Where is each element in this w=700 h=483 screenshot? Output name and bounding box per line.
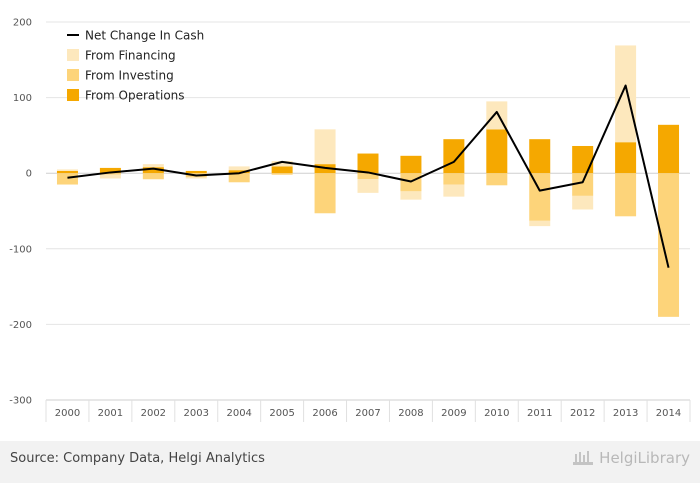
bar-from-financing [228,166,250,171]
bar-from-investing [142,173,164,180]
legend-swatch [67,49,79,61]
legend-label: From Financing [85,49,176,63]
bar-from-investing [99,173,121,175]
y-axis-ticks: 200 100 0 -100 -200 -300 [9,18,32,407]
bar-from-investing [314,173,336,214]
y-tick-label: 200 [13,18,32,29]
bar-from-operations [56,170,78,174]
y-tick-label: 100 [13,93,32,104]
x-axis-ticks: 2000 2001 2002 2003 2004 2005 2006 2007 2008 2009… [45,399,691,422]
library-icon [573,451,594,465]
bar-from-operations [572,145,594,174]
bar-from-financing [56,169,78,171]
y-tick-label: -200 [9,320,32,331]
bar-from-investing [443,173,465,185]
y-tick-label: 0 [26,169,32,180]
legend-label: From Investing [85,69,174,83]
legend: Net Change In Cash From Financing From Inv… [67,29,204,103]
bar-from-operations [142,167,164,174]
x-tick-label: 2008 [398,408,423,419]
legend-label: From Operations [85,89,185,103]
x-tick-label: 2013 [613,408,638,419]
bar-from-financing [529,220,551,227]
bar-from-financing [99,174,121,179]
bar-from-operations [99,167,121,174]
bars [56,45,680,317]
bar-from-operations [185,170,207,174]
x-tick-label: 2012 [570,408,595,419]
x-tick-label: 2014 [656,408,681,419]
x-tick-label: 2000 [55,408,80,419]
bar-from-investing [658,173,680,317]
line-net-change-in-cash [67,84,670,268]
y-tick-label: -100 [9,244,32,255]
bar-from-operations [228,170,250,174]
bar-from-financing [357,179,379,193]
bar-from-financing [615,45,637,143]
x-tick-label: 2010 [484,408,509,419]
brand-logo: HelgiLibrary [572,449,690,467]
x-tick-label: 2007 [355,408,380,419]
bar-from-financing [271,161,293,167]
bar-from-investing [615,173,637,217]
x-tick-label: 2001 [98,408,123,419]
x-tick-label: 2003 [184,408,209,419]
bar-from-operations [443,139,465,174]
bar-from-financing [185,176,207,179]
bar-from-investing [357,173,379,180]
bar-from-operations [271,166,293,174]
legend-label: Net Change In Cash [85,29,204,43]
x-tick-label: 2005 [269,408,294,419]
y-tick-label: -300 [9,396,32,407]
x-tick-label: 2002 [141,408,166,419]
net-change-line-layer [67,84,670,268]
chart: 200 100 0 -100 -200 -300 2000 2001 2002 2003 2004… [9,18,691,422]
bar-from-operations [658,124,680,174]
bar-from-investing [56,173,78,185]
bar-from-investing [486,173,508,186]
bar-from-operations [615,142,637,174]
x-tick-label: 2006 [312,408,337,419]
bar-from-operations [400,155,422,174]
footer: Source: Company Data, Helgi Analytics He… [0,441,700,483]
bar-from-financing [314,129,336,165]
bar-from-financing [142,164,164,168]
bar-from-financing [400,191,422,200]
x-tick-label: 2009 [441,408,466,419]
bar-from-investing [228,173,250,183]
x-tick-label: 2011 [527,408,552,419]
bar-from-financing [572,195,594,210]
bar-from-operations [357,153,379,174]
source-note: Source: Company Data, Helgi Analytics [10,451,265,466]
brand-name: HelgiLibrary [599,449,690,467]
bar-from-investing [271,173,293,175]
bar-from-investing [572,173,594,196]
bar-from-operations [529,139,551,174]
bar-from-financing [443,184,465,197]
bar-from-operations [486,129,508,174]
legend-swatch [67,69,79,81]
bar-from-investing [529,173,551,221]
legend-swatch [67,89,79,101]
x-tick-label: 2004 [226,408,251,419]
